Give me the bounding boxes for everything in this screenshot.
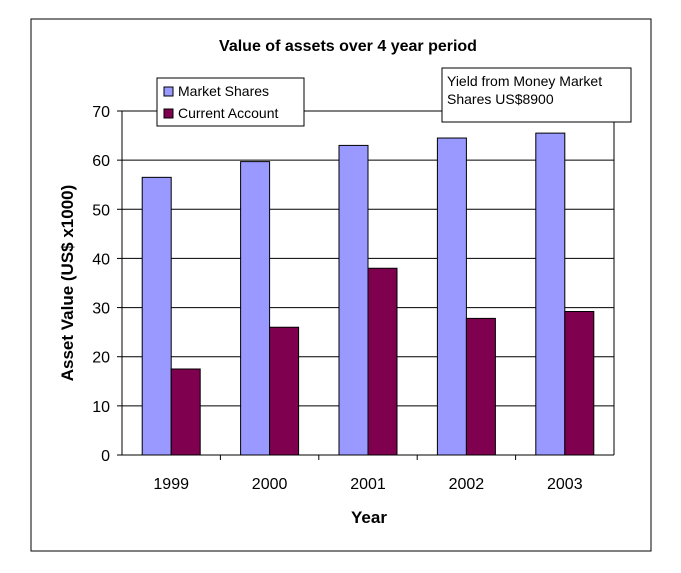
legend-box [156, 77, 305, 127]
axes [121, 111, 615, 456]
bar-current-account-1999 [170, 368, 201, 456]
bar-current-account-2000 [269, 326, 300, 456]
bar-current-account-2001 [367, 267, 398, 456]
y-tick-label: 30 [92, 301, 110, 318]
annotation-line-2: Shares US$8900 [447, 91, 554, 107]
legend-swatch-current-account [163, 108, 174, 119]
x-tick-label-2002: 2002 [449, 476, 485, 493]
y-tick-label: 40 [92, 251, 110, 268]
y-axis-title: Asset Value (US$ x1000) [58, 185, 77, 382]
bar-current-account-2003 [564, 311, 595, 456]
annotation-box [441, 67, 632, 123]
y-tick-label: 70 [92, 104, 110, 121]
bar-market-shares-2003 [535, 132, 566, 456]
x-tick-label-2001: 2001 [350, 476, 386, 493]
y-tick-labels: 0 10 20 30 40 50 60 70 [92, 104, 122, 465]
bar-market-shares-2000 [240, 161, 271, 456]
y-tick-label: 50 [92, 202, 110, 219]
legend-label-market-shares: Market Shares [178, 83, 269, 99]
legend: Market Shares Current Account [156, 77, 305, 127]
x-axis-title: Year [351, 508, 387, 527]
bar-market-shares-2002 [436, 137, 467, 456]
annotation-line-1: Yield from Money Market [447, 73, 602, 89]
x-tick-label-1999: 1999 [153, 476, 189, 493]
legend-swatch-market-shares [163, 86, 174, 97]
y-tick-label: 60 [92, 153, 110, 170]
annotation: Yield from Money Market Shares US$8900 [441, 67, 632, 123]
y-tick-label: 0 [101, 448, 110, 465]
bar-market-shares-2001 [338, 144, 369, 456]
x-tick-label-2003: 2003 [547, 476, 583, 493]
bar-current-account-2002 [465, 317, 496, 456]
bars [141, 132, 595, 456]
y-tick-label: 10 [92, 399, 110, 416]
bar-market-shares-1999 [141, 176, 172, 456]
x-tick-label-2000: 2000 [252, 476, 288, 493]
legend-label-current-account: Current Account [178, 105, 278, 121]
x-tick-labels: 1999 2000 2001 2002 2003 [153, 455, 583, 493]
chart-title: Value of assets over 4 year period [219, 38, 477, 55]
y-tick-label: 20 [92, 350, 110, 367]
